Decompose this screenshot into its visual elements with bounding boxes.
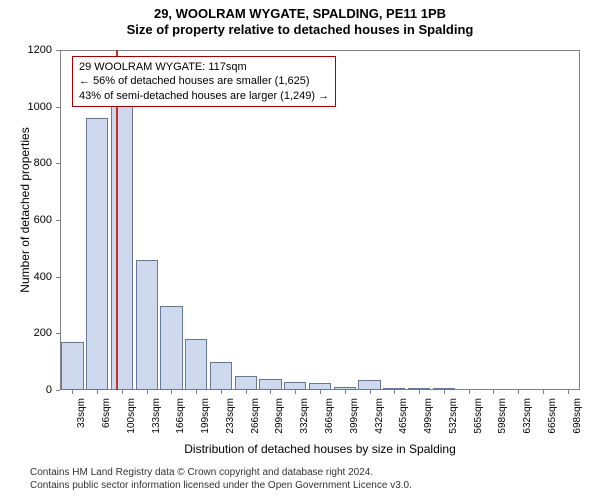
footer-text: Contains HM Land Registry data © Crown c…: [30, 466, 412, 492]
x-tick-label: 399sqm: [349, 398, 360, 438]
histogram-bar: [111, 98, 133, 390]
histogram-bar: [61, 342, 83, 390]
x-axis-label: Distribution of detached houses by size …: [60, 442, 580, 456]
x-tick-label: 665sqm: [547, 398, 558, 438]
y-tick-label: 200: [20, 327, 52, 339]
y-tick-label: 0: [20, 384, 52, 396]
x-tick-label: 698sqm: [572, 398, 583, 438]
x-tick-mark: [221, 390, 222, 394]
histogram-bar: [284, 382, 306, 391]
histogram-bar: [235, 376, 257, 390]
y-tick-mark: [56, 220, 60, 221]
x-tick-label: 565sqm: [473, 398, 484, 438]
histogram-bar: [86, 118, 108, 390]
x-tick-mark: [122, 390, 123, 394]
x-tick-label: 233sqm: [225, 398, 236, 438]
footer-line-2: Contains public sector information licen…: [30, 479, 412, 492]
histogram-bar: [210, 362, 232, 390]
y-tick-mark: [56, 50, 60, 51]
y-tick-label: 800: [20, 157, 52, 169]
y-tick-mark: [56, 390, 60, 391]
x-tick-mark: [97, 390, 98, 394]
x-tick-mark: [196, 390, 197, 394]
annotation-line-3: 43% of semi-detached houses are larger (…: [79, 89, 329, 103]
footer-line-1: Contains HM Land Registry data © Crown c…: [30, 466, 412, 479]
x-tick-mark: [270, 390, 271, 394]
histogram-bar: [358, 380, 380, 390]
x-tick-label: 100sqm: [126, 398, 137, 438]
y-tick-mark: [56, 333, 60, 334]
x-tick-label: 66sqm: [101, 398, 112, 438]
x-tick-label: 33sqm: [76, 398, 87, 438]
x-tick-mark: [568, 390, 569, 394]
y-tick-mark: [56, 163, 60, 164]
x-tick-mark: [147, 390, 148, 394]
x-tick-label: 499sqm: [423, 398, 434, 438]
x-tick-mark: [543, 390, 544, 394]
annotation-line-2: ← 56% of detached houses are smaller (1,…: [79, 74, 329, 88]
histogram-bar: [136, 260, 158, 390]
x-tick-mark: [171, 390, 172, 394]
histogram-bar: [185, 339, 207, 390]
x-tick-mark: [370, 390, 371, 394]
x-tick-mark: [493, 390, 494, 394]
x-tick-mark: [444, 390, 445, 394]
x-tick-mark: [246, 390, 247, 394]
title-line-1: 29, WOOLRAM WYGATE, SPALDING, PE11 1PB: [0, 0, 600, 22]
x-tick-label: 166sqm: [175, 398, 186, 438]
x-tick-mark: [394, 390, 395, 394]
x-tick-label: 133sqm: [151, 398, 162, 438]
x-tick-mark: [320, 390, 321, 394]
x-tick-mark: [72, 390, 73, 394]
y-tick-label: 400: [20, 271, 52, 283]
x-tick-label: 532sqm: [448, 398, 459, 438]
y-tick-mark: [56, 277, 60, 278]
x-tick-mark: [518, 390, 519, 394]
annotation-line-1: 29 WOOLRAM WYGATE: 117sqm: [79, 60, 329, 74]
y-tick-mark: [56, 107, 60, 108]
x-tick-label: 299sqm: [274, 398, 285, 438]
x-tick-label: 465sqm: [398, 398, 409, 438]
x-tick-label: 199sqm: [200, 398, 211, 438]
chart-container: 29, WOOLRAM WYGATE, SPALDING, PE11 1PB S…: [0, 0, 600, 500]
x-tick-mark: [469, 390, 470, 394]
x-tick-label: 432sqm: [374, 398, 385, 438]
y-tick-label: 1000: [20, 101, 52, 113]
x-tick-mark: [295, 390, 296, 394]
x-tick-label: 366sqm: [324, 398, 335, 438]
histogram-bar: [160, 306, 182, 390]
y-tick-label: 1200: [20, 44, 52, 56]
x-tick-label: 332sqm: [299, 398, 310, 438]
histogram-bar: [309, 383, 331, 390]
x-tick-label: 266sqm: [250, 398, 261, 438]
annotation-box: 29 WOOLRAM WYGATE: 117sqm ← 56% of detac…: [72, 56, 336, 107]
histogram-bar: [259, 379, 281, 390]
y-tick-label: 600: [20, 214, 52, 226]
x-tick-label: 632sqm: [522, 398, 533, 438]
title-line-2: Size of property relative to detached ho…: [0, 22, 600, 38]
x-tick-mark: [419, 390, 420, 394]
x-tick-label: 598sqm: [497, 398, 508, 438]
x-tick-mark: [345, 390, 346, 394]
